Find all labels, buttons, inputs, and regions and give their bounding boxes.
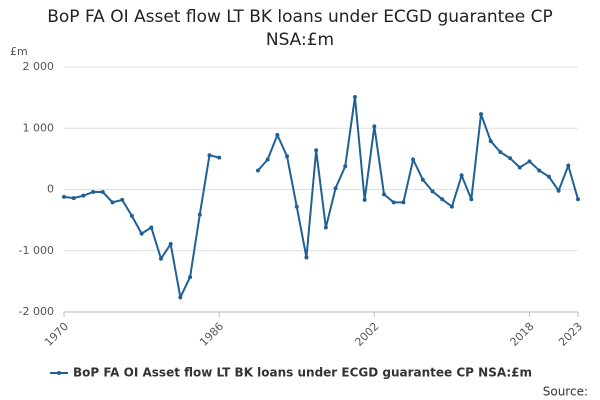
data-point [333, 186, 338, 191]
data-point [255, 168, 260, 173]
data-point [178, 295, 183, 300]
data-point [459, 173, 464, 178]
source: Source: [543, 385, 588, 399]
x-tick-label: 1986 [197, 320, 226, 349]
data-point [362, 197, 367, 202]
data-point [100, 189, 105, 194]
data-point [265, 157, 270, 162]
data-point [207, 153, 212, 158]
legend-marker [57, 371, 61, 375]
data-point [440, 197, 445, 202]
data-point [382, 192, 387, 197]
data-point [217, 155, 222, 160]
data-point [275, 132, 280, 137]
data-point [110, 200, 115, 205]
data-point [168, 242, 173, 247]
data-point [498, 150, 503, 155]
data-point [62, 194, 66, 199]
data-point [71, 196, 76, 201]
legend-label: BoP FA OI Asset flow LT BK loans under E… [73, 366, 532, 380]
data-point [566, 163, 571, 168]
data-point [314, 148, 319, 153]
x-tick-label: 2018 [508, 320, 537, 349]
x-tick-label: 2002 [352, 320, 381, 349]
data-point [479, 112, 484, 117]
data-point [508, 156, 513, 161]
data-line [63, 96, 579, 301]
data-point [556, 188, 561, 193]
y-tick-label: 0 [47, 183, 54, 196]
data-point [411, 157, 416, 162]
data-point [352, 95, 357, 100]
data-point [139, 231, 144, 236]
data-point [81, 193, 86, 198]
data-point [120, 197, 125, 202]
data-point [285, 154, 290, 159]
chart-title: BoP FA OI Asset flow LT BK loans under E… [47, 7, 553, 50]
data-point [149, 225, 154, 230]
data-point [449, 204, 454, 209]
data-point [420, 177, 425, 182]
data-point [304, 255, 309, 260]
data-point [129, 213, 134, 218]
data-point [488, 139, 493, 144]
data-point [546, 174, 551, 179]
data-point [197, 212, 202, 217]
x-tick-label: 1970 [42, 320, 71, 349]
data-point [158, 256, 163, 261]
data-point [391, 200, 396, 205]
data-point [527, 159, 532, 164]
data-point [91, 189, 96, 194]
data-point [576, 197, 580, 202]
y-tick-label: -2 000 [19, 305, 54, 318]
y-tick-label: 1 000 [23, 121, 55, 134]
data-point [537, 168, 542, 173]
data-point [517, 165, 522, 170]
data-point [401, 200, 406, 205]
data-point [343, 164, 348, 169]
y-unit: £m [10, 45, 28, 58]
y-tick-label: -1 000 [19, 244, 54, 257]
data-point [294, 204, 299, 209]
data-point [372, 124, 377, 129]
data-point [430, 189, 435, 194]
data-point [469, 197, 474, 202]
data-point [323, 225, 328, 230]
x-tick-label: 2023 [556, 320, 585, 349]
data-point [188, 275, 193, 280]
y-tick-label: 2 000 [23, 60, 55, 73]
